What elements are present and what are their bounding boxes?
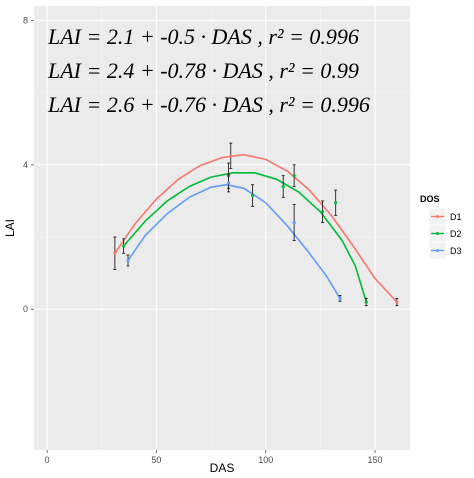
curve-layer <box>114 153 398 303</box>
legend-title: DOS <box>420 194 440 204</box>
data-point-d1 <box>229 154 233 158</box>
x-axis-title: DAS <box>210 461 235 475</box>
fit-curve-d3 <box>127 183 341 299</box>
legend-label-d1: D1 <box>450 212 462 222</box>
axis-layer: 0 50 100 150 0 4 8 DAS LAI <box>3 15 383 475</box>
data-point-d1 <box>113 251 117 255</box>
plot-background <box>34 6 410 450</box>
x-tick-label: 100 <box>258 455 273 465</box>
legend-key-point <box>436 249 439 252</box>
data-point-d3 <box>292 220 296 225</box>
fit-curve-d1 <box>114 153 398 303</box>
point-layer <box>113 142 399 307</box>
grid-layer <box>34 6 410 450</box>
legend-key-point <box>436 215 439 218</box>
x-tick-label: 0 <box>45 455 50 465</box>
fit-curve-d2 <box>122 172 368 303</box>
data-point-d2 <box>364 300 368 304</box>
y-tick-label: 0 <box>23 304 28 314</box>
legend-key-point <box>436 232 439 235</box>
data-point-d2 <box>334 201 338 205</box>
data-point-d3 <box>126 258 130 263</box>
legend: DOS D1 D2 D3 <box>420 194 462 260</box>
equation-annotation: LAI = 2.4 + -0.78 · DAS , r² = 0.99 <box>47 58 359 83</box>
data-point-d2 <box>122 244 126 248</box>
legend-label-d3: D3 <box>450 246 462 256</box>
legend-label-d2: D2 <box>450 229 462 239</box>
data-point-d3 <box>338 296 342 300</box>
y-tick-label: 4 <box>23 160 28 170</box>
x-tick-label: 150 <box>368 455 383 465</box>
data-point-d1 <box>395 300 399 304</box>
data-point-d2 <box>320 210 325 214</box>
x-tick-label: 50 <box>151 455 161 465</box>
data-point-d3 <box>226 181 231 185</box>
data-point-d2 <box>251 193 255 198</box>
data-point-d2 <box>281 184 285 189</box>
y-axis-title: LAI <box>3 219 17 237</box>
equation-layer: LAI = 2.1 + -0.5 · DAS , r² = 0.996 LAI =… <box>47 24 370 117</box>
equation-annotation: LAI = 2.1 + -0.5 · DAS , r² = 0.996 <box>47 24 359 49</box>
y-tick-label: 8 <box>23 15 28 25</box>
data-point-d2 <box>292 174 296 178</box>
equation-annotation: LAI = 2.6 + -0.76 · DAS , r² = 0.996 <box>47 92 370 117</box>
